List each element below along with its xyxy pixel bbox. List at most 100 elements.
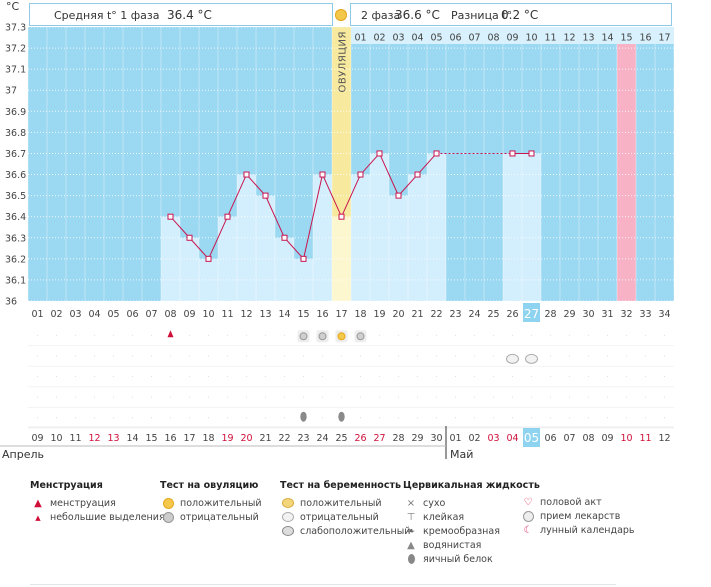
grid-dot (170, 355, 171, 357)
grid-dot (379, 396, 380, 398)
luteal-day-label: 08 (487, 33, 499, 44)
grid-dot (75, 417, 76, 419)
calendar-date-label: 15 (145, 433, 157, 444)
grid-dot (379, 355, 380, 357)
grid-dot (189, 417, 190, 419)
legend-item-label: отрицательный (300, 512, 379, 523)
calendar-date-label: 20 (240, 433, 252, 444)
ovulation-positive-icon (337, 332, 346, 341)
grid-dot (208, 396, 209, 398)
cycle-day-label: 30 (582, 309, 594, 320)
cycle-day-label: 23 (449, 309, 461, 320)
grid-dot (322, 376, 323, 377)
pregnancy-negative-icon (282, 512, 294, 524)
month-label: Апрель (2, 448, 44, 461)
cycle-day-label: 22 (430, 309, 442, 320)
grid-dot (455, 334, 456, 336)
grid-dot (208, 376, 209, 377)
grid-dot (417, 417, 418, 419)
temperature-bar (351, 174, 370, 301)
luteal-day-label: 03 (392, 33, 404, 44)
cycle-day-label: 16 (316, 309, 328, 320)
legend-item-label: слабоположительный (300, 526, 411, 537)
calendar-date-label: 27 (373, 433, 385, 444)
grid-dot (531, 334, 532, 336)
luteal-day-label: 15 (620, 33, 632, 44)
ovulation-negative-icon (356, 332, 365, 341)
luteal-day-row (351, 27, 674, 44)
temperature-point (319, 171, 326, 178)
grid-dot (113, 417, 114, 419)
temperature-bar (503, 153, 522, 301)
temperature-bar (389, 195, 408, 301)
cycle-day-label: 20 (392, 309, 404, 320)
grid-dot (664, 334, 665, 336)
calendar-date-label: 13 (107, 433, 119, 444)
grid-dot (189, 355, 190, 357)
temperature-point (186, 234, 193, 241)
legend-menstruation: Менструация ▲ менструация ▲ небольшие выде… (30, 480, 165, 525)
calendar-date-label: 18 (202, 433, 214, 444)
grid-dot (512, 334, 513, 336)
phase2-value: 36.6 °C (395, 8, 440, 22)
calendar-date-label: 11 (69, 433, 81, 444)
cycle-day-label: 32 (620, 309, 632, 320)
calendar-date-label: 09 (31, 433, 43, 444)
luteal-day-label: 04 (411, 33, 423, 44)
phase1-value: 36.4 °C (167, 8, 212, 22)
grid-dot (341, 396, 342, 398)
temperature-point (376, 150, 383, 157)
calendar-date-label: 14 (126, 433, 138, 444)
grid-dot (113, 396, 114, 398)
grid-dot (284, 376, 285, 377)
temperature-point (509, 150, 516, 157)
grid-dot (379, 417, 380, 419)
grid-dot (550, 376, 551, 377)
cycle-day-label: 13 (259, 309, 271, 320)
legend-item: ▲ водянистая (403, 539, 540, 553)
cycle-day-label: 08 (164, 309, 176, 320)
luteal-day-label: 11 (544, 33, 556, 44)
temperature-line-segment (417, 153, 437, 175)
cycle-day-label: 17 (335, 309, 347, 320)
grid-dot (113, 376, 114, 377)
legend-item: положительный (280, 497, 410, 511)
grid-dot (493, 417, 494, 419)
grid-dot (550, 417, 551, 419)
sticky-icon: ⊤ (406, 512, 416, 523)
temperature-line-segment (322, 174, 342, 217)
grid-dot (94, 355, 95, 357)
grid-dot (398, 355, 399, 357)
calendar-date-label: 08 (582, 433, 594, 444)
today-date-highlight (523, 428, 540, 447)
pregnancy-weak-icon (282, 526, 294, 538)
grid-dot (550, 355, 551, 357)
grid-dot (569, 396, 570, 398)
grid-dot (246, 334, 247, 336)
phase1-header: Средняя t° 1 фаза 36.4 °C (29, 3, 333, 26)
y-tick-label: 36.3 (5, 233, 26, 244)
cycle-day-label: 10 (202, 309, 214, 320)
grid-dot (151, 417, 152, 419)
calendar-date-label: 23 (297, 433, 309, 444)
grid-dot (512, 396, 513, 398)
luteal-day-label: 09 (506, 33, 518, 44)
calendar-date-label: 09 (601, 433, 613, 444)
temperature-bar (180, 237, 199, 301)
temperature-bar (256, 195, 275, 301)
temperature-point (224, 213, 231, 220)
legend-pregnancy-title: Тест на беременность (280, 480, 401, 491)
y-tick-label: 37.3 (5, 23, 26, 34)
grid-dot (607, 396, 608, 398)
grid-dot (75, 396, 76, 398)
grid-dot (284, 334, 285, 336)
creamy-icon: ❧ (406, 526, 416, 537)
legend-item-label: положительный (180, 498, 262, 509)
phase2-label: 2 фаза (361, 9, 401, 22)
grid-dot (664, 376, 665, 377)
grid-dot (227, 355, 228, 357)
grid-dot (436, 355, 437, 357)
legend-item: ♡ половой акт (520, 496, 635, 510)
grid-dot (265, 334, 266, 336)
grid-dot (151, 334, 152, 336)
